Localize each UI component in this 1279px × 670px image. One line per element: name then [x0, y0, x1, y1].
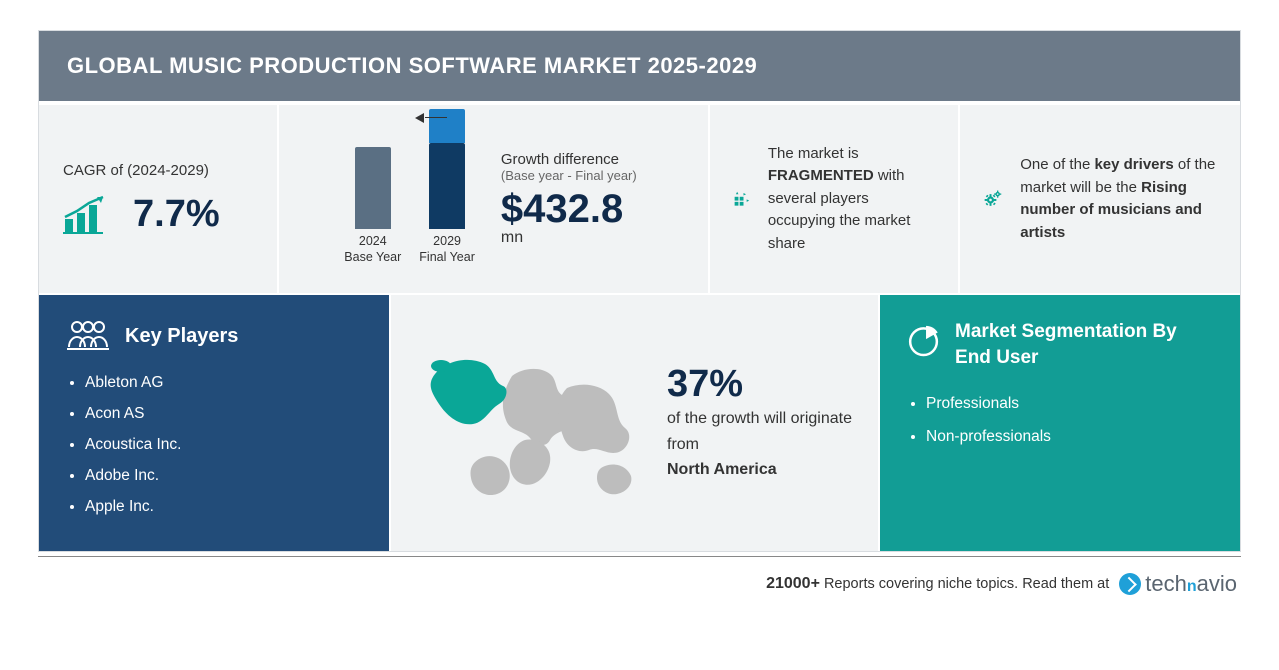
key-players-list: Ableton AGAcon ASAcoustica Inc.Adobe Inc… — [65, 367, 363, 522]
pie-chart-icon — [906, 319, 941, 361]
fragmented-cell: The market is FRAGMENTED with several pl… — [710, 105, 960, 293]
final-year-bar: 2029 Final Year — [419, 109, 475, 266]
cagr-cell: CAGR of (2024-2029) 7.7% — [39, 105, 279, 293]
key-players-title: Key Players — [125, 325, 238, 348]
growth-unit: mn — [501, 229, 637, 247]
bar1-year: 2029 — [419, 233, 475, 249]
cagr-value: 7.7% — [133, 193, 220, 236]
top-stats-row: CAGR of (2024-2029) 7.7% 2024 — [39, 103, 1240, 293]
growth-title: Growth difference — [501, 151, 637, 168]
growth-value: $432.8 — [501, 189, 637, 229]
player-item: Acoustica Inc. — [85, 429, 363, 460]
footer-text: 21000+ Reports covering niche topics. Re… — [766, 575, 1109, 593]
bar-2029-top — [429, 109, 465, 143]
driver-cell: One of the key drivers of the market wil… — [960, 105, 1240, 293]
growth-subtitle: (Base year - Final year) — [501, 168, 637, 183]
segmentation-panel: Market Segmentation By End User Professi… — [880, 295, 1240, 551]
base-year-bar: 2024 Base Year — [344, 147, 401, 266]
bar0-year: 2024 — [344, 233, 401, 249]
footer-rest: Reports covering niche topics. Read them… — [820, 576, 1109, 592]
world-map-icon — [417, 348, 647, 498]
growth-bars: 2024 Base Year 2029 Final Year — [344, 127, 475, 271]
people-icon — [65, 319, 111, 353]
growth-text: Growth difference (Base year - Final yea… — [501, 127, 637, 271]
infographic-card: GLOBAL MUSIC PRODUCTION SOFTWARE MARKET … — [38, 30, 1241, 552]
drv-pre: One of the — [1020, 156, 1094, 173]
bar1-sub: Final Year — [419, 249, 475, 265]
fragmented-text: The market is FRAGMENTED with several pl… — [768, 143, 934, 256]
bar-chart-up-icon — [63, 195, 115, 235]
fragmented-icon — [734, 174, 750, 224]
diff-arrow-icon — [415, 113, 424, 123]
logo-p1: tech — [1145, 571, 1187, 596]
player-item: Ableton AG — [85, 367, 363, 398]
logo-p2: n — [1187, 578, 1197, 595]
segment-item: Non-professionals — [926, 421, 1214, 454]
region-line1: of the growth will originate from — [667, 410, 852, 453]
logo-arrow-icon — [1119, 573, 1141, 595]
segmentation-heading: Market Segmentation By End User — [906, 319, 1214, 370]
drv-b1: key drivers — [1094, 156, 1173, 173]
bottom-row: Key Players Ableton AGAcon ASAcoustica I… — [39, 293, 1240, 551]
bar-2024 — [355, 147, 391, 229]
segmentation-title: Market Segmentation By End User — [955, 319, 1214, 370]
bar0-sub: Base Year — [344, 249, 401, 265]
key-players-heading: Key Players — [65, 319, 363, 353]
header-title: GLOBAL MUSIC PRODUCTION SOFTWARE MARKET … — [67, 53, 1212, 79]
region-bold: North America — [667, 461, 777, 478]
gears-icon — [984, 172, 1002, 226]
diff-arrow-line — [425, 117, 447, 118]
technavio-logo: technavio — [1119, 571, 1237, 597]
region-panel: 37% of the growth will originate from No… — [389, 295, 880, 551]
cagr-label: CAGR of (2024-2029) — [63, 162, 253, 179]
logo-p3: avio — [1197, 571, 1237, 596]
frag-pre: The market is — [768, 145, 859, 162]
bar-2029-bottom — [429, 143, 465, 229]
segmentation-list: ProfessionalsNon-professionals — [906, 388, 1214, 453]
footer: 21000+ Reports covering niche topics. Re… — [38, 556, 1241, 597]
player-item: Acon AS — [85, 398, 363, 429]
driver-text: One of the key drivers of the market wil… — [1020, 154, 1216, 244]
logo-text: technavio — [1145, 571, 1237, 597]
cagr-value-row: 7.7% — [63, 193, 253, 236]
header-bar: GLOBAL MUSIC PRODUCTION SOFTWARE MARKET … — [39, 31, 1240, 103]
region-percent: 37% — [667, 363, 852, 406]
player-item: Apple Inc. — [85, 491, 363, 522]
growth-cell: 2024 Base Year 2029 Final Year — [279, 105, 710, 293]
segment-item: Professionals — [926, 388, 1214, 421]
frag-bold: FRAGMENTED — [768, 167, 874, 184]
region-text: 37% of the growth will originate from No… — [667, 363, 852, 483]
footer-count: 21000+ — [766, 575, 820, 592]
player-item: Adobe Inc. — [85, 460, 363, 491]
key-players-panel: Key Players Ableton AGAcon ASAcoustica I… — [39, 295, 389, 551]
